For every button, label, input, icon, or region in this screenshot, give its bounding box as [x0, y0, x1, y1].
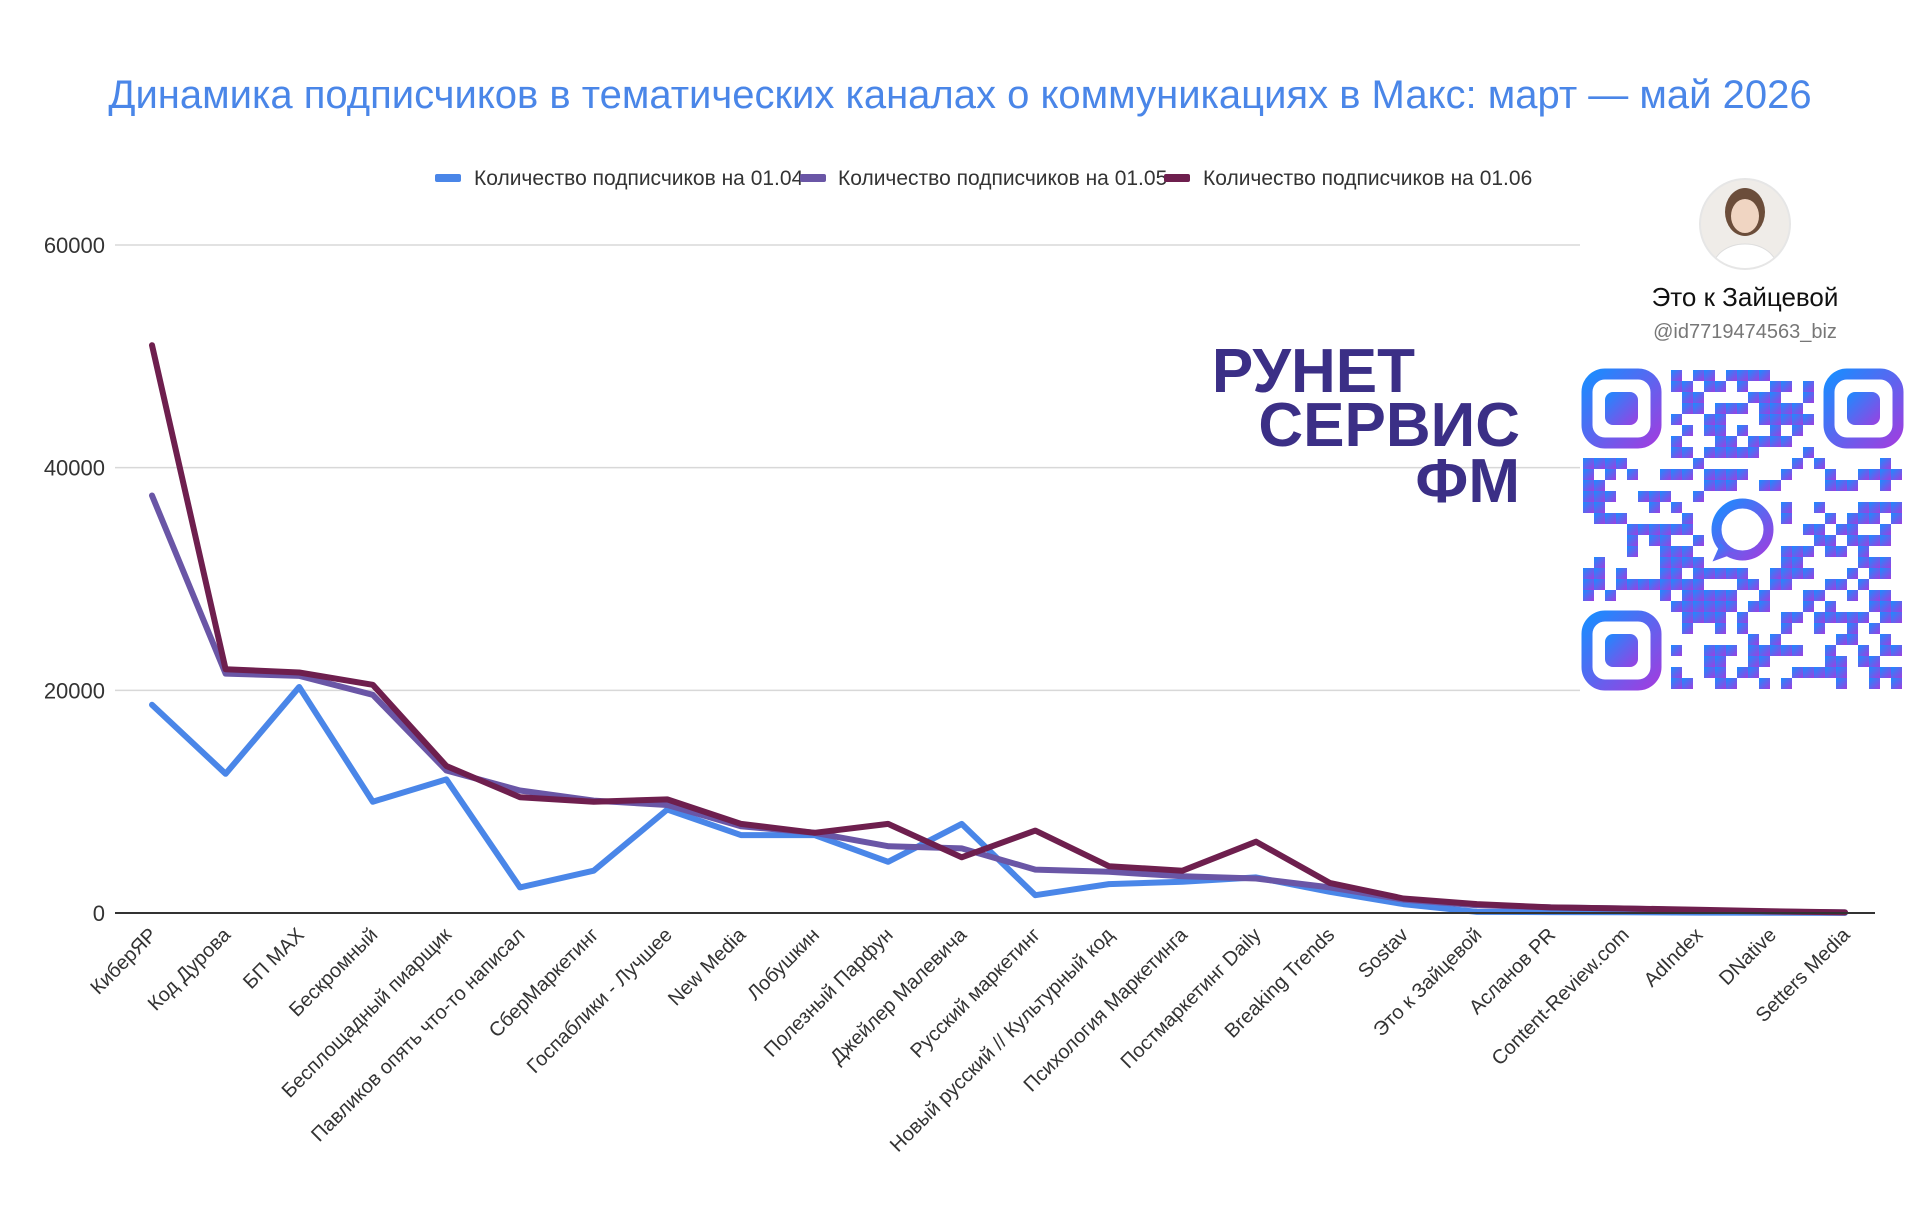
logo-line-2: СЕРВИС	[1258, 391, 1520, 460]
profile-handle: @id7719474563_biz	[1653, 321, 1837, 343]
x-tick-label: AdIndex	[1640, 924, 1707, 991]
x-tick-label: New Media	[664, 923, 751, 1010]
legend-label-series-3: Количество подписчиков на 01.06	[1203, 167, 1532, 190]
x-tick-label: Русский маркетинг	[906, 924, 1045, 1063]
x-tick-label: Джейлер Малевича	[826, 923, 971, 1068]
avatar	[1699, 178, 1791, 270]
series-2	[149, 492, 1848, 916]
y-tick-label: 60000	[44, 233, 105, 258]
logo-line-3: ФМ	[1415, 447, 1520, 516]
avatar-photo	[1701, 180, 1789, 268]
legend-label-series-1: Количество подписчиков на 01.04	[474, 167, 804, 190]
legend-swatch-series-1	[435, 174, 461, 182]
series-line-2	[149, 492, 1848, 916]
y-tick-label: 40000	[44, 456, 105, 481]
chart-title: Динамика подписчиков в тематических кана…	[108, 73, 1811, 117]
x-tick-label: Content-Review.com	[1488, 924, 1634, 1070]
legend-swatch-series-2	[800, 174, 826, 182]
x-tick-label: Постмаркетинг Daily	[1117, 924, 1266, 1073]
legend: Количество подписчиков на 01.04 Количест…	[435, 167, 1532, 190]
x-tick-label: Госпаблики - Лучшее	[523, 924, 677, 1078]
x-tick-label: БП MAX	[239, 924, 309, 994]
runet-servis-fm-logo: РУНЕТ СЕРВИС ФМ	[1212, 337, 1520, 516]
profile-name: Это к Зайцевой	[1652, 282, 1839, 312]
gridlines	[115, 244, 1580, 692]
legend-swatch-series-3	[1164, 174, 1190, 182]
x-tick-label: Sostav	[1354, 924, 1413, 983]
qr-code-icon	[1581, 368, 1904, 691]
x-tick-label: КиберЯР	[87, 924, 162, 999]
x-tick-label: Полезный Парфун	[760, 924, 898, 1062]
series-line-3	[149, 342, 1848, 916]
y-axis-ticks: 0 20000 40000 60000	[44, 233, 105, 926]
legend-label-series-2: Количество подписчиков на 01.05	[838, 167, 1167, 190]
logo-line-1: РУНЕТ	[1212, 337, 1415, 406]
x-tick-label: Лобушкин	[743, 924, 824, 1005]
y-tick-label: 20000	[44, 678, 105, 703]
y-tick-label: 0	[93, 901, 105, 926]
x-tick-label: DNative	[1715, 924, 1781, 990]
